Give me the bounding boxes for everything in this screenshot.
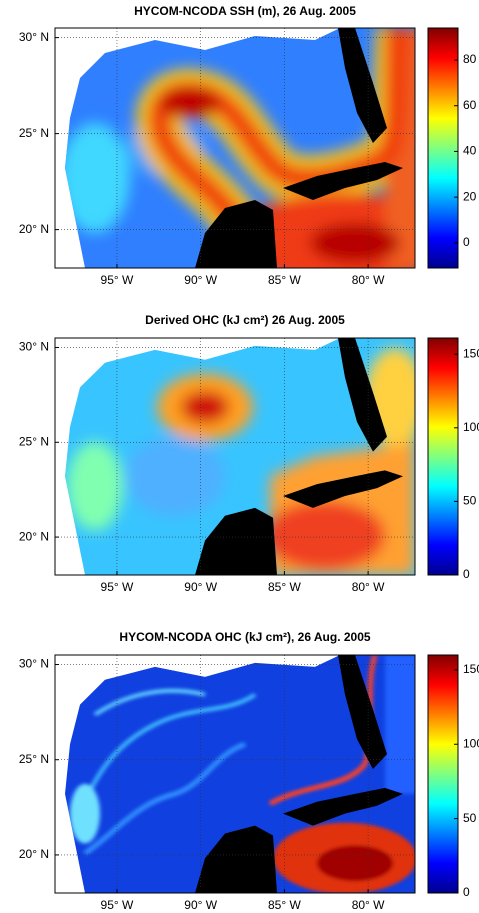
land — [338, 28, 387, 143]
x-tick-label: 80° W — [352, 580, 385, 594]
x-tick-label: 85° W — [268, 898, 301, 912]
colorbar-tick-label: 20 — [463, 189, 477, 203]
land — [283, 787, 403, 826]
panel-title: HYCOM-NCODA SSH (m), 26 Aug. 2005 — [134, 4, 356, 18]
ocean-feature — [160, 87, 220, 119]
colorbar-tick-label: 0 — [463, 567, 470, 581]
y-tick-label: 30° N — [19, 657, 49, 671]
colorbar-tick-label: 0 — [463, 885, 470, 899]
ocean-features — [70, 655, 415, 894]
map-frame — [54, 27, 416, 269]
land — [283, 162, 403, 200]
map-frame — [54, 654, 416, 894]
map-field — [55, 655, 415, 894]
y-tick-label: 20° N — [19, 222, 49, 236]
ocean-feature — [268, 655, 378, 806]
y-tick-label: 30° N — [19, 30, 49, 44]
panel-title: Derived OHC (kJ cm²) 26 Aug. 2005 — [145, 313, 345, 327]
ocean-feature — [67, 441, 123, 531]
land — [195, 200, 277, 268]
ocean-feature — [83, 741, 246, 856]
land — [195, 507, 277, 575]
x-tick-label: 95° W — [101, 898, 134, 912]
panel-title: HYCOM-NCODA OHC (kJ cm²), 26 Aug. 2005 — [119, 630, 370, 644]
map-field — [55, 28, 415, 268]
y-tick-label: 25° N — [19, 752, 49, 766]
ocean-feature — [265, 500, 385, 571]
land — [338, 338, 387, 452]
x-tick-label: 90° W — [184, 273, 217, 287]
colorbar-tick-label: 150 — [463, 346, 479, 360]
ocean-feature — [93, 688, 206, 717]
ocean-feature — [70, 783, 100, 844]
x-tick-label: 80° W — [352, 898, 385, 912]
x-tick-label: 95° W — [101, 273, 134, 287]
ocean-feature — [385, 655, 415, 794]
colorbar-tick-label: 100 — [463, 736, 479, 750]
ocean-feature — [317, 845, 393, 882]
ocean-features — [65, 28, 415, 268]
colorbar — [427, 654, 459, 894]
colorbar-tick-label: 150 — [463, 662, 479, 676]
land — [283, 470, 403, 508]
x-tick-label: 95° W — [101, 580, 134, 594]
x-tick-label: 90° W — [184, 580, 217, 594]
ocean-feature — [65, 123, 130, 233]
land — [338, 655, 387, 770]
y-tick-label: 25° N — [19, 434, 49, 448]
colorbar-tick-label: 50 — [463, 494, 477, 508]
colorbar — [427, 337, 459, 576]
land — [195, 825, 277, 893]
colorbar-tick-label: 40 — [463, 144, 477, 158]
ocean-feature — [310, 223, 400, 263]
colorbar — [427, 27, 459, 269]
colorbar-tick-label: 50 — [463, 811, 477, 825]
x-tick-label: 85° W — [268, 580, 301, 594]
y-tick-label: 20° N — [19, 847, 49, 861]
ocean-blend — [70, 655, 415, 894]
ocean-blend — [65, 28, 415, 268]
map-frame — [54, 337, 416, 576]
y-tick-label: 20° N — [19, 529, 49, 543]
map-field — [55, 338, 415, 575]
y-tick-label: 30° N — [19, 340, 49, 354]
y-tick-label: 25° N — [19, 126, 49, 140]
x-tick-label: 90° W — [184, 898, 217, 912]
x-tick-label: 80° W — [352, 273, 385, 287]
ocean-feature — [125, 436, 225, 516]
ocean-feature — [73, 693, 257, 825]
colorbar-tick-label: 100 — [463, 420, 479, 434]
colorbar-tick-label: 0 — [463, 235, 470, 249]
colorbar-tick-label: 80 — [463, 52, 477, 66]
colorbar-tick-label: 60 — [463, 98, 477, 112]
ocean-feature — [148, 28, 411, 268]
ocean-feature — [181, 391, 229, 423]
x-tick-label: 85° W — [268, 273, 301, 287]
